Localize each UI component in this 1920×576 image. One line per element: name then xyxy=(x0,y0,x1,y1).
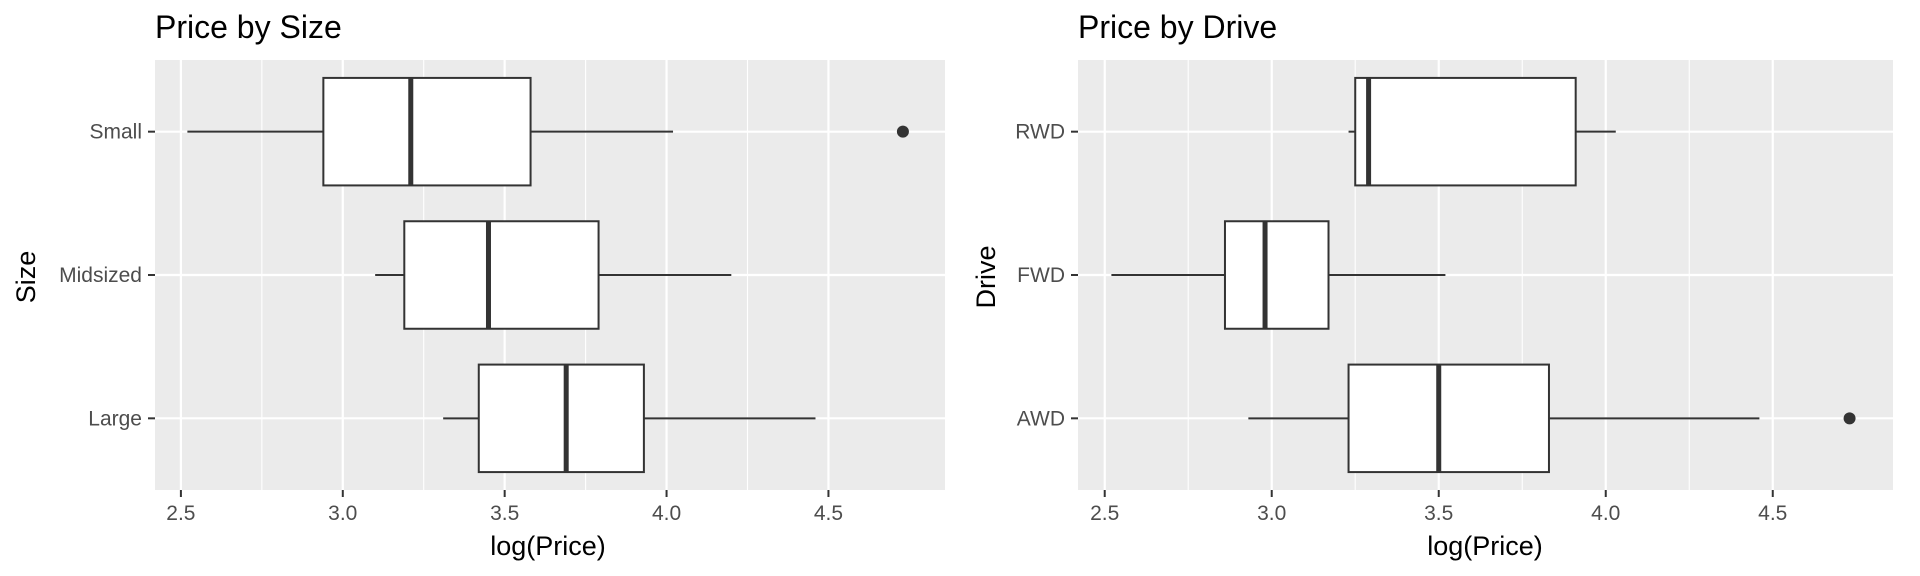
box-midsized xyxy=(375,220,732,330)
box-small xyxy=(187,76,909,187)
x-tick-label: 3.5 xyxy=(1424,502,1453,525)
chart-price-by-drive: 2.5 3.0 3.5 4.0 4.5 RWD FWD AWD Price by Drive l… xyxy=(971,9,1893,561)
plot-layer: 2.5 3.0 3.5 4.0 4.5 RWD FWD AWD xyxy=(1015,60,1893,525)
x-tick-label: 2.5 xyxy=(1090,502,1119,525)
y-tick-label: Large xyxy=(88,407,142,430)
box-body xyxy=(403,220,600,330)
box-fwd xyxy=(1111,220,1446,330)
x-tick-label: 3.0 xyxy=(328,502,357,525)
x-tick-label: 4.5 xyxy=(1758,502,1787,525)
y-tick-label: Small xyxy=(89,121,142,144)
box-body xyxy=(1354,76,1577,187)
chart-title: Price by Size xyxy=(155,9,342,45)
outlier-point xyxy=(896,125,909,138)
x-axis-title: log(Price) xyxy=(1427,531,1543,561)
x-axis-title: log(Price) xyxy=(490,531,606,561)
outlier-point xyxy=(1843,412,1856,425)
box-body xyxy=(1347,363,1550,474)
x-tick-label: 4.0 xyxy=(652,502,681,525)
x-tick-label: 3.5 xyxy=(490,502,519,525)
y-tick-label: AWD xyxy=(1017,407,1065,430)
box-large xyxy=(443,363,816,474)
x-tick-label: 2.5 xyxy=(166,502,195,525)
x-tick-label: 4.0 xyxy=(1591,502,1620,525)
x-tick-label: 4.5 xyxy=(814,502,843,525)
box-awd xyxy=(1248,363,1856,474)
chart-price-by-size: 2.5 3.0 3.5 4.0 4.5 Small Midsized Large Price b… xyxy=(11,9,945,561)
plot-layer: 2.5 3.0 3.5 4.0 4.5 Small Midsized Large xyxy=(59,60,945,525)
y-axis-title: Drive xyxy=(971,245,1001,308)
y-tick-label: RWD xyxy=(1015,121,1065,144)
y-tick-label: Midsized xyxy=(59,264,142,287)
x-tick-label: 3.0 xyxy=(1257,502,1286,525)
box-rwd xyxy=(1348,76,1616,187)
box-body xyxy=(1223,220,1330,330)
box-body xyxy=(477,363,645,474)
chart-title: Price by Drive xyxy=(1078,9,1277,45)
y-axis-title: Size xyxy=(11,251,41,304)
box-body xyxy=(322,76,532,187)
y-tick-label: FWD xyxy=(1017,264,1065,287)
